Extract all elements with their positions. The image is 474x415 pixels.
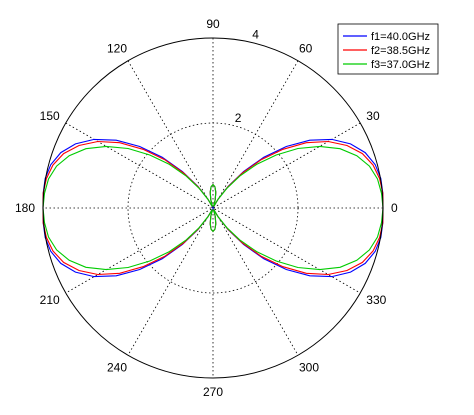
angle-grid-line (127, 60, 299, 356)
plot-frame (42, 37, 384, 379)
angle-tick-label: 120 (107, 42, 127, 56)
legend-label: f2=38.5GHz (371, 45, 430, 57)
angle-tick-label: 30 (366, 109, 380, 123)
legend: f1=40.0GHz f2=38.5GHz f3=37.0GHz (337, 23, 439, 75)
angle-tick-label: 60 (299, 42, 313, 56)
polar-grid (43, 38, 383, 378)
angle-tick-label: 210 (40, 293, 60, 307)
outer-circle (42, 37, 384, 379)
legend-label: f1=40.0GHz (371, 31, 430, 43)
angle-tick-label: 270 (203, 385, 223, 399)
legend-label: f3=37.0GHz (371, 59, 430, 71)
angle-tick-label: 240 (107, 360, 127, 374)
angle-grid-line (127, 60, 299, 356)
angle-tick-label: 330 (366, 293, 386, 307)
r-tick-label: 4 (252, 28, 259, 42)
angle-tick-label: 150 (40, 109, 60, 123)
angle-tick-label: 0 (391, 201, 398, 215)
legend-box (337, 23, 439, 75)
angle-tick-label: 180 (15, 201, 35, 215)
angle-grid-line (65, 122, 361, 294)
angle-grid-line (65, 122, 361, 294)
tick-labels: 0 30 60 90 120 150 180 210 240 270 300 330 2 4 (15, 17, 398, 399)
angle-tick-label: 90 (206, 17, 220, 31)
r-tick-label: 2 (235, 111, 242, 125)
angle-tick-label: 300 (299, 360, 319, 374)
